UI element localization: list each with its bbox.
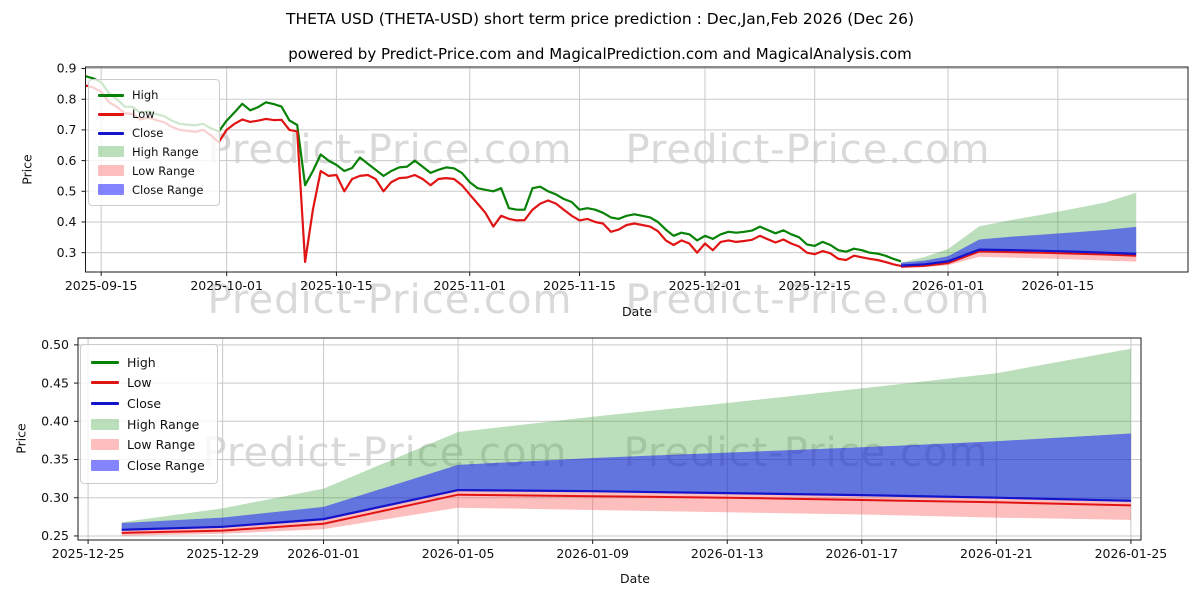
legend-item-close-range: Close Range [91, 458, 207, 473]
legend-item-label: Low [132, 107, 155, 122]
legend-line-swatch [98, 93, 124, 97]
legend-item-label: Close [127, 396, 162, 412]
y-tick-label: 0.3 [57, 245, 77, 260]
legend-line-swatch [91, 360, 119, 364]
x-tick-label: 2025-12-15 [778, 278, 851, 293]
x-axis-label-main: Date [622, 304, 652, 319]
low-line [85, 84, 902, 267]
legend-item-high-range: High Range [91, 417, 207, 432]
y-tick-label: 0.9 [57, 61, 77, 76]
close-line [121, 488, 1131, 531]
x-tick-label: 2025-12-25 [52, 546, 125, 561]
close-range-band [121, 433, 1131, 530]
legend-item-high: High [98, 88, 210, 102]
x-tick-label: 2025-12-01 [669, 278, 742, 293]
x-tick-label: 2026-01-15 [1022, 278, 1095, 293]
legend-item-close-range: Close Range [98, 183, 210, 197]
legend-item-low: Low [98, 107, 210, 121]
x-tick-label: 2026-01-13 [691, 546, 764, 561]
y-tick-label: 0.6 [57, 153, 77, 168]
legend-item-label: High Range [127, 416, 200, 432]
high-line [85, 75, 902, 263]
y-tick-label: 0.5 [57, 183, 77, 198]
x-tick-label: 2025-10-01 [190, 278, 263, 293]
x-axis-label-forecast: Date [620, 571, 650, 586]
legend-line-swatch [98, 131, 124, 135]
y-axis-label-main: Price [19, 154, 35, 185]
plot-border [85, 66, 1189, 273]
x-tick-label: 2025-09-15 [65, 278, 138, 293]
legend-item-high: High [91, 355, 207, 370]
y-tick-label: 0.4 [57, 214, 77, 229]
x-tick-label: 2025-12-29 [186, 546, 259, 561]
y-tick-label: 0.30 [41, 490, 69, 505]
legend-item-label: High [127, 354, 156, 370]
x-tick-label: 2025-11-01 [433, 278, 506, 293]
predicted-low-line [900, 250, 1137, 268]
legend-item-label: Close Range [127, 458, 205, 474]
chart-subtitle: powered by Predict-Price.com and Magical… [288, 45, 912, 63]
legend-line-swatch [91, 402, 119, 406]
y-tick-label: 0.8 [57, 91, 77, 106]
y-tick-label: 0.7 [57, 122, 77, 137]
y-tick-label: 0.40 [41, 414, 69, 429]
legend-patch-swatch [91, 418, 119, 430]
legend-patch-swatch [98, 165, 124, 177]
predicted-low-line [121, 493, 1131, 534]
legend-patch-swatch [98, 184, 124, 196]
legend-main: High Low Close High Range Low Range Close Ran… [88, 79, 220, 206]
y-tick-label: 0.25 [41, 528, 69, 543]
legend-item-low-range: Low Range [91, 437, 207, 452]
y-axis-label-forecast: Price [13, 423, 29, 454]
x-tick-label: 2025-11-15 [543, 278, 616, 293]
legend-item-label: High [132, 88, 159, 103]
x-tick-label: 2026-01-01 [912, 278, 985, 293]
legend-item-label: Low [127, 375, 152, 391]
legend-forecast: High Low Close High Range Low Range Close Ran… [80, 344, 218, 484]
y-tick-label: 0.50 [41, 337, 69, 352]
legend-item-label: Close Range [132, 182, 204, 197]
plot-border [77, 337, 1142, 541]
x-tick-label: 2026-01-05 [422, 546, 495, 561]
x-tick-label: 2026-01-01 [287, 546, 360, 561]
x-tick-label: 2026-01-25 [1095, 546, 1168, 561]
chart-main: 2025-09-15 2025-10-01 2025-10-15 2025-11-01… [57, 61, 1189, 293]
legend-item-label: Close [132, 126, 164, 141]
legend-item-label: High Range [132, 144, 199, 159]
legend-patch-swatch [91, 439, 119, 451]
x-tick-label: 2026-01-09 [556, 546, 629, 561]
y-tick-label: 0.35 [41, 452, 69, 467]
legend-line-swatch [91, 381, 119, 385]
close-line [900, 248, 1137, 267]
x-tick-label: 2025-10-15 [300, 278, 373, 293]
x-tick-label: 2026-01-17 [825, 546, 898, 561]
legend-item-low-range: Low Range [98, 164, 210, 178]
low-range-band [121, 490, 1131, 536]
legend-item-high-range: High Range [98, 145, 210, 159]
legend-line-swatch [98, 112, 124, 116]
legend-item-label: Low Range [132, 163, 195, 178]
legend-item-low: Low [91, 375, 207, 390]
y-tick-label: 0.45 [41, 375, 69, 390]
legend-patch-swatch [98, 146, 124, 158]
chart-forecast: 2025-12-25 2025-12-29 2026-01-01 2026-01-05… [41, 337, 1167, 561]
x-tick-label: 2026-01-21 [960, 546, 1033, 561]
chart-title: THETA USD (THETA-USD) short term price p… [286, 10, 914, 28]
legend-item-close: Close [98, 126, 210, 140]
legend-item-close: Close [91, 396, 207, 411]
legend-patch-swatch [91, 460, 119, 472]
legend-item-label: Low Range [127, 437, 196, 453]
